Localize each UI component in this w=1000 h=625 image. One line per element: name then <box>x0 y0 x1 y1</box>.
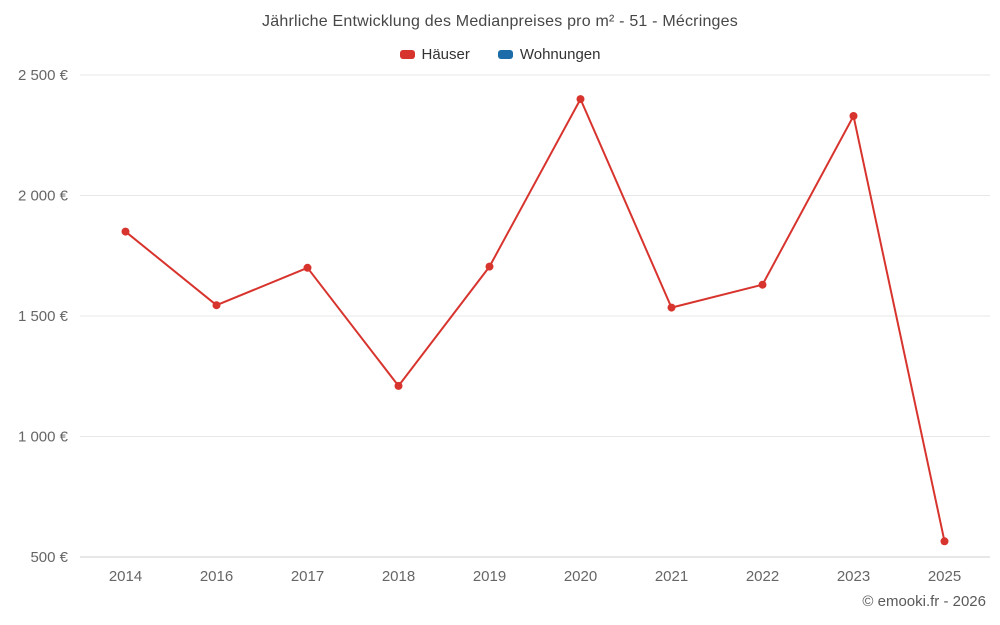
data-point[interactable] <box>485 262 494 271</box>
data-point[interactable] <box>940 537 949 546</box>
y-tick-label: 2 500 € <box>18 67 69 84</box>
x-tick-label: 2025 <box>928 568 961 585</box>
data-point[interactable] <box>303 263 312 272</box>
x-tick-label: 2014 <box>109 568 142 585</box>
chart-title: Jährliche Entwicklung des Medianpreises … <box>262 13 738 30</box>
x-tick-label: 2017 <box>291 568 324 585</box>
x-tick-label: 2022 <box>746 568 779 585</box>
y-tick-label: 500 € <box>30 549 68 566</box>
legend-swatch-icon <box>497 50 513 59</box>
data-point[interactable] <box>121 227 130 236</box>
data-point[interactable] <box>758 280 767 289</box>
legend: Häuser Wohnungen <box>0 46 1000 63</box>
data-point[interactable] <box>394 381 403 390</box>
y-tick-label: 2 000 € <box>18 188 69 205</box>
legend-swatch-icon <box>399 50 415 59</box>
y-tick-label: 1 000 € <box>18 429 69 446</box>
series-line-häuser <box>124 98 946 543</box>
legend-label: Häuser <box>421 46 470 63</box>
x-tick-label: 2023 <box>837 568 870 585</box>
x-tick-label: 2016 <box>200 568 233 585</box>
legend-label: Wohnungen <box>519 46 601 63</box>
x-tick-label: 2021 <box>655 568 688 585</box>
x-tick-label: 2020 <box>564 568 597 585</box>
legend-item-wohnungen[interactable]: Wohnungen <box>497 46 601 63</box>
x-tick-label: 2018 <box>382 568 415 585</box>
data-point[interactable] <box>849 112 858 120</box>
data-point[interactable] <box>212 301 221 310</box>
y-tick-label: 1 500 € <box>18 308 69 325</box>
copyright: © emooki.fr - 2026 <box>862 593 986 610</box>
legend-item-häuser[interactable]: Häuser <box>399 46 470 63</box>
data-point[interactable] <box>667 303 676 312</box>
data-point[interactable] <box>576 95 585 104</box>
x-tick-label: 2019 <box>473 568 506 585</box>
